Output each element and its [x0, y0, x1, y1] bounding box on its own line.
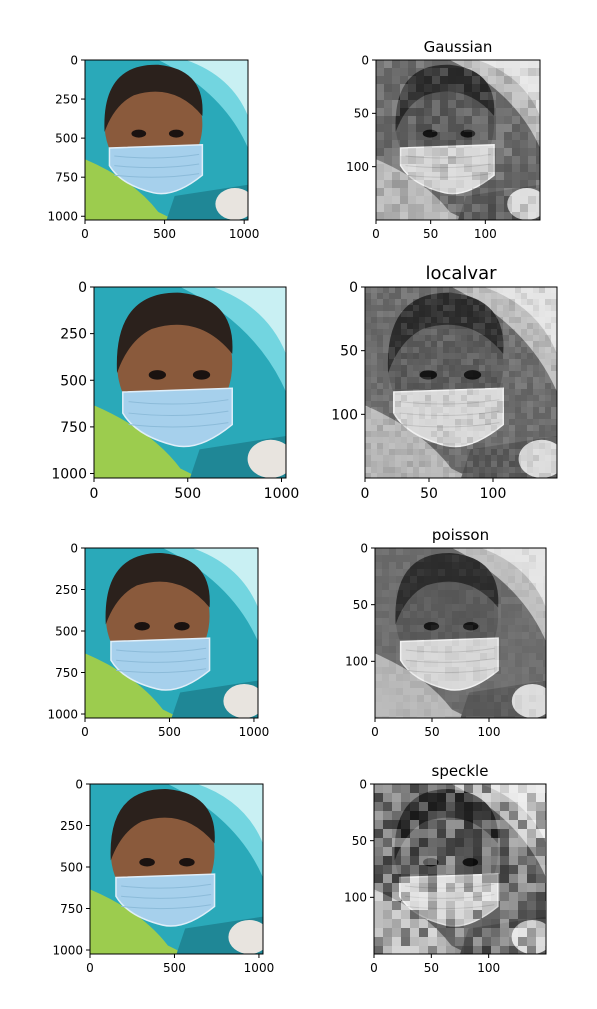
axes-frame — [89, 783, 264, 955]
y-tick-label: 0 — [360, 541, 368, 555]
x-tick-label: 50 — [424, 725, 439, 739]
y-tick-label: 750 — [60, 420, 87, 436]
y-tick-label: 100 — [331, 407, 358, 423]
y-tick-label: 0 — [78, 280, 87, 296]
y-tick-label: 100 — [345, 655, 368, 669]
x-tick-label: 500 — [163, 961, 186, 975]
x-tick-label: 100 — [480, 486, 507, 502]
color-photo — [94, 287, 286, 478]
y-tick-label: 750 — [60, 902, 83, 916]
y-tick-label: 500 — [60, 373, 87, 389]
color-photo — [85, 548, 258, 718]
grayscale-image — [375, 548, 546, 718]
panel-title: localvar — [425, 263, 497, 284]
axes-frame — [93, 286, 287, 479]
y-tick-label: 250 — [60, 327, 87, 343]
panel-title: poisson — [432, 526, 489, 544]
x-tick-label: 0 — [372, 227, 380, 241]
color-photo — [90, 784, 263, 954]
x-tick-label: 1000 — [244, 961, 275, 975]
x-tick-label: 50 — [423, 227, 438, 241]
color-photo — [85, 60, 248, 220]
panel-row4-right: 0 50 100 0 50 100 speckle — [344, 762, 547, 975]
x-tick-label: 1000 — [239, 725, 270, 739]
y-tick-label: 250 — [55, 583, 78, 597]
y-tick-label: 100 — [346, 160, 369, 174]
y-tick-label: 750 — [55, 171, 78, 185]
panel-row1-right: 0 50 100 0 50 100 Gaussian — [346, 38, 541, 241]
y-tick-label: 0 — [361, 53, 369, 67]
x-tick-label: 0 — [361, 486, 370, 502]
grayscale-image — [365, 287, 557, 478]
x-tick-label: 0 — [90, 486, 99, 502]
y-tick-label: 0 — [70, 541, 78, 555]
y-tick-label: 1000 — [47, 210, 78, 224]
panel-title: Gaussian — [424, 38, 493, 56]
panel-row2-right: 0 50 100 0 50 100 localvar — [331, 263, 558, 502]
y-tick-label: 0 — [359, 777, 367, 791]
x-tick-label: 100 — [474, 227, 497, 241]
x-tick-label: 0 — [81, 725, 89, 739]
y-tick-label: 750 — [55, 666, 78, 680]
y-tick-label: 1000 — [52, 943, 83, 957]
x-tick-label: 500 — [174, 486, 201, 502]
x-tick-label: 1000 — [264, 486, 300, 502]
axes-frame — [375, 59, 541, 221]
y-tick-label: 500 — [55, 131, 78, 145]
y-tick-label: 250 — [60, 819, 83, 833]
grayscale-image — [374, 784, 546, 954]
y-tick-label: 1000 — [47, 707, 78, 721]
axes-frame — [373, 783, 547, 955]
y-tick-label: 50 — [352, 834, 367, 848]
x-tick-label: 0 — [370, 961, 378, 975]
y-tick-label: 0 — [70, 53, 78, 67]
x-tick-label: 0 — [81, 227, 89, 241]
y-tick-label: 500 — [55, 624, 78, 638]
x-tick-label: 0 — [86, 961, 94, 975]
axes-frame — [374, 547, 547, 719]
x-tick-label: 500 — [153, 227, 176, 241]
x-tick-label: 1000 — [229, 227, 260, 241]
panel-title: speckle — [432, 762, 489, 780]
y-tick-label: 250 — [55, 92, 78, 106]
x-tick-label: 500 — [158, 725, 181, 739]
axes-frame — [84, 547, 259, 719]
y-tick-label: 50 — [353, 598, 368, 612]
x-tick-label: 50 — [424, 961, 439, 975]
y-tick-label: 500 — [60, 860, 83, 874]
x-tick-label: 100 — [478, 725, 501, 739]
axes-frame — [364, 286, 558, 479]
y-tick-label: 50 — [354, 107, 369, 121]
x-tick-label: 0 — [371, 725, 379, 739]
axes-frame — [84, 59, 249, 221]
y-tick-label: 0 — [349, 280, 358, 296]
y-tick-label: 0 — [75, 777, 83, 791]
y-tick-label: 100 — [344, 891, 367, 905]
x-tick-label: 50 — [420, 486, 438, 502]
panel-row3-right: 0 50 100 0 50 100 poisson — [345, 526, 547, 739]
grayscale-image — [376, 60, 540, 220]
y-tick-label: 1000 — [51, 467, 87, 483]
y-tick-label: 50 — [340, 344, 358, 360]
x-tick-label: 100 — [477, 961, 500, 975]
